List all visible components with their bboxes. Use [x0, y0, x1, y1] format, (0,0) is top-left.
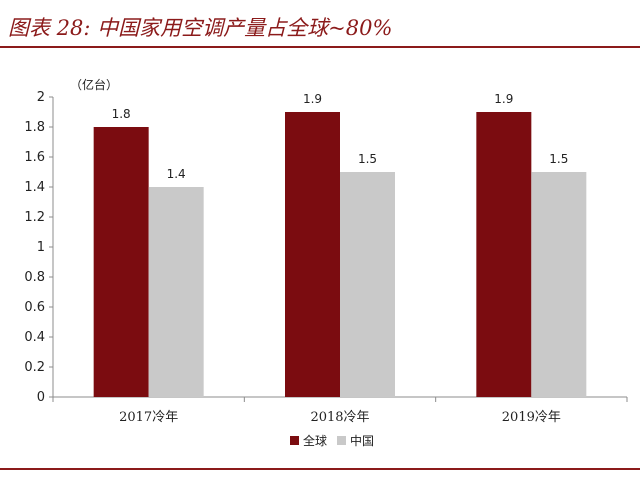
bar-china [148, 187, 204, 397]
y-tick-label: 1.4 [24, 180, 45, 195]
y-tick-label: 1 [37, 240, 45, 255]
data-label: 1.5 [549, 152, 568, 166]
data-label: 1.9 [494, 92, 513, 106]
category-labels: 2017冷年 2018冷年 2019冷年 [119, 410, 561, 425]
legend-label: 中国 [350, 433, 374, 448]
x-tick-label: 2019冷年 [502, 410, 561, 425]
data-label: 1.9 [303, 92, 322, 106]
y-tick-label: 2 [37, 90, 45, 105]
y-tick-label: 0.8 [24, 270, 45, 285]
bar-global [285, 112, 340, 397]
bar-china [531, 172, 587, 397]
title-divider [0, 46, 640, 48]
bar-global [93, 127, 149, 397]
data-labels: 1.8 1.4 1.9 1.5 1.9 1.5 [112, 92, 569, 181]
y-tick-label: 1.2 [24, 210, 45, 225]
legend-swatch [337, 436, 346, 445]
data-label: 1.5 [358, 152, 377, 166]
data-label: 1.8 [112, 107, 131, 121]
unit-label: （亿台） [70, 77, 118, 92]
y-tick-label: 1.8 [24, 120, 45, 135]
bar-china [340, 172, 395, 397]
bar-global [476, 112, 532, 397]
y-tick-label: 0.2 [24, 360, 45, 375]
x-tick-label: 2017冷年 [119, 410, 178, 425]
bars [93, 112, 587, 397]
y-tick-label: 1.6 [24, 150, 45, 165]
y-tick-label: 0.6 [24, 300, 45, 315]
legend-swatch [290, 436, 299, 445]
x-tick-marks [52, 397, 628, 402]
legend: 全球 中国 [290, 433, 374, 448]
data-label: 1.4 [167, 167, 186, 181]
legend-label: 全球 [303, 433, 327, 448]
y-tick-label: 0.4 [24, 330, 45, 345]
y-tick-labels: 0 0.2 0.4 0.6 0.8 1 1.2 1.4 1.6 1.8 2 [24, 90, 53, 405]
x-tick-label: 2018冷年 [310, 410, 369, 425]
y-tick-label: 0 [37, 390, 45, 405]
page-title: 图表 28: 中国家用空调产量占全球~80% [8, 16, 393, 40]
footer-divider [0, 468, 640, 470]
